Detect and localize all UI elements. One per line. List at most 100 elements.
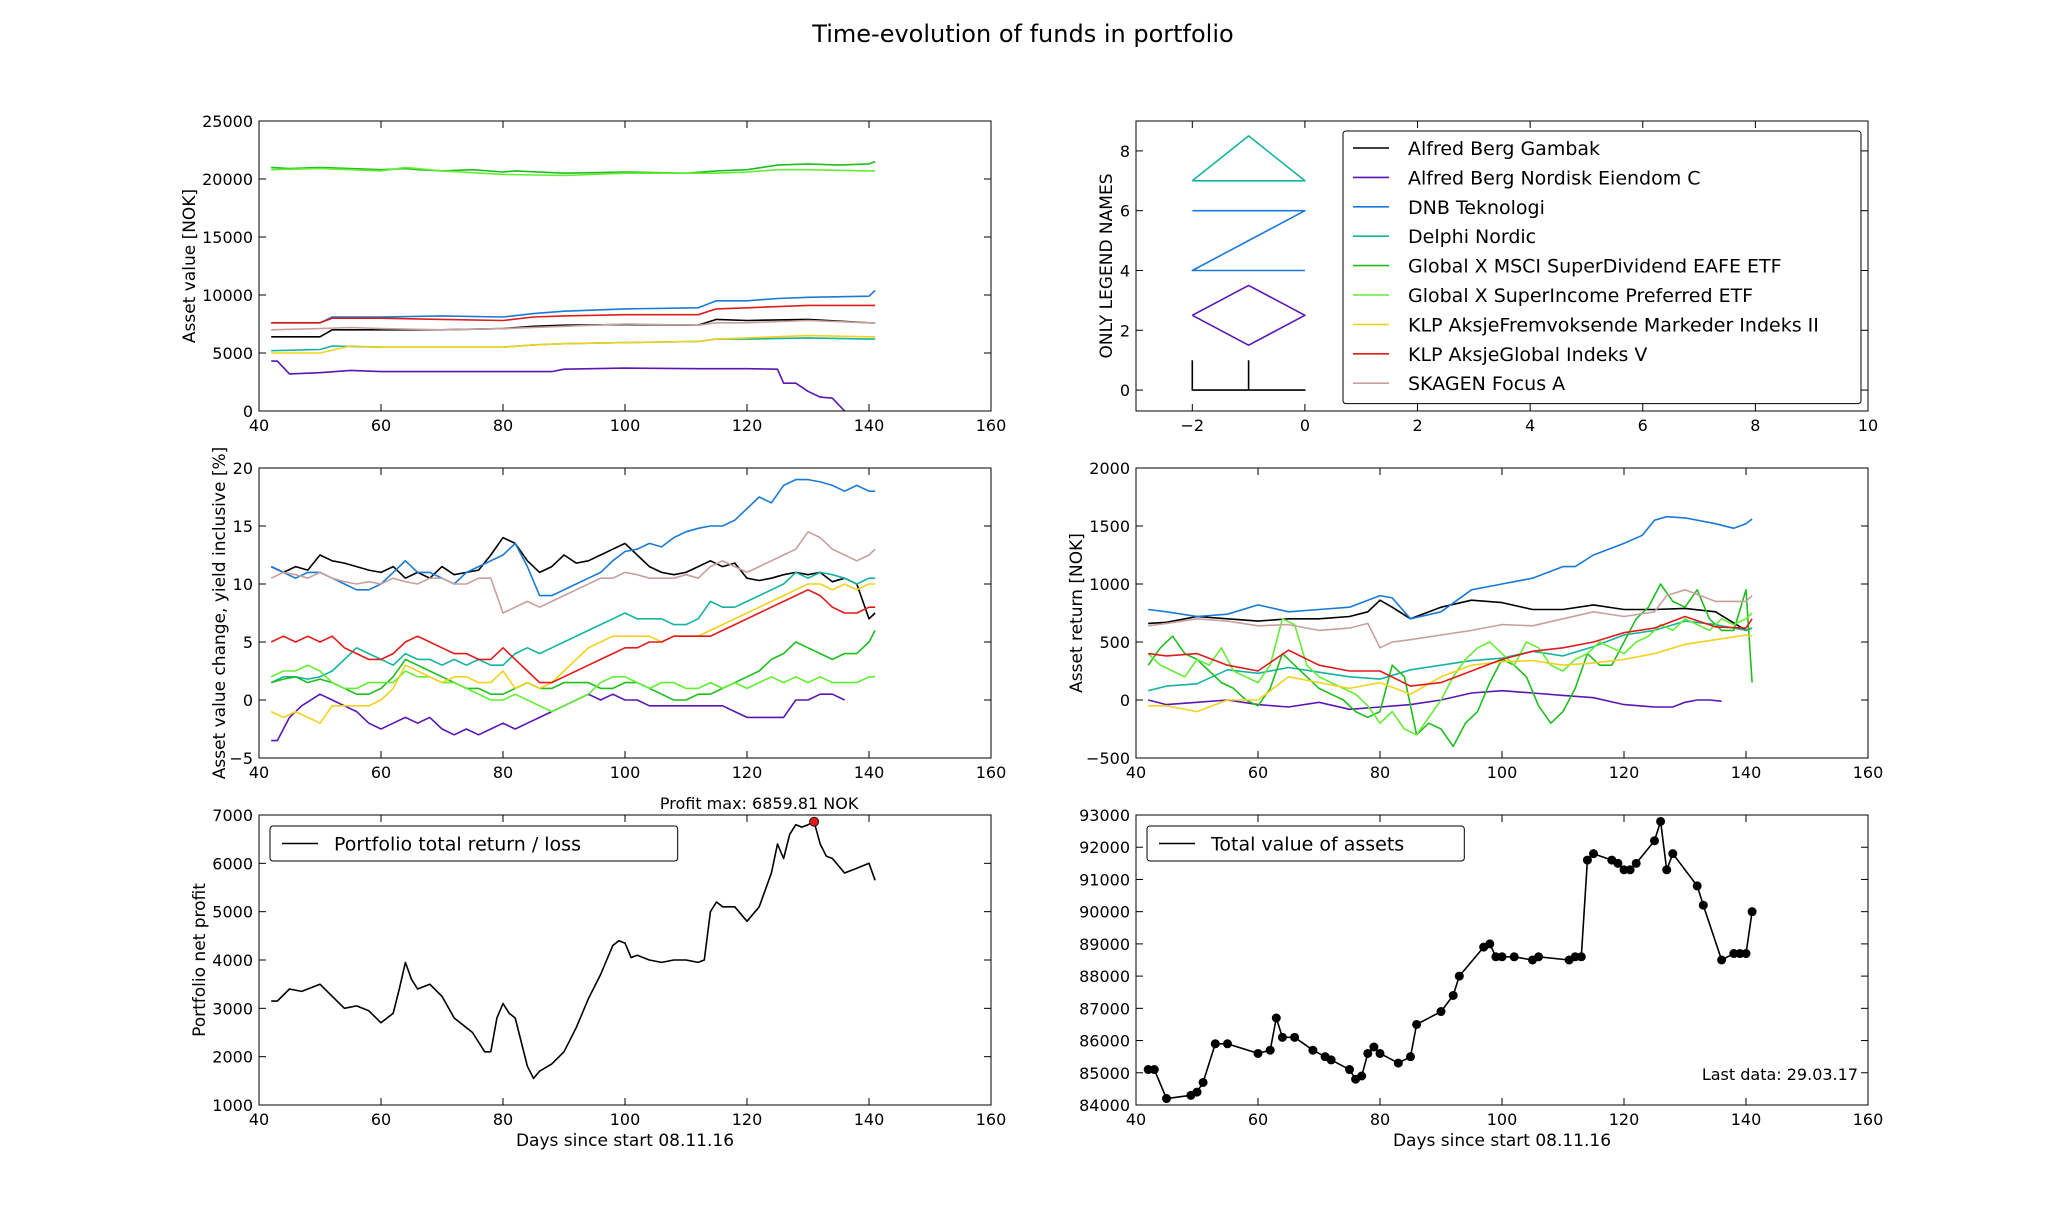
series-line-total-value-of-assets: [1148, 820, 1753, 1100]
y-tick-label: 0: [243, 402, 253, 421]
y-tick-label: 84000: [1079, 1096, 1130, 1115]
y-tick-label: 2000: [1089, 459, 1130, 478]
data-point: [1326, 1055, 1336, 1065]
legend-label-global-x-msci-superdividend-eafe-etf: Global X MSCI SuperDividend EAFE ETF: [1408, 256, 1782, 278]
series-group: [270, 478, 876, 742]
y-tick-label: 10000: [202, 286, 253, 305]
x-tick-label: 120: [732, 416, 763, 435]
data-point: [1210, 1039, 1220, 1049]
series-line-alfred-berg-gambak: [1148, 599, 1753, 632]
x-tick-label: 80: [493, 763, 513, 782]
series-line-dnb-teknologi: [271, 289, 876, 324]
legend: Total value of assets: [1146, 825, 1465, 862]
x-tick-label: 40: [249, 763, 269, 782]
y-tick-label: 2000: [212, 1048, 253, 1067]
panel-asset-value: 40 60 80 100 120 140 160 0 5000 10000 15000 20000 25…: [180, 112, 1006, 435]
x-tick-label: 100: [1487, 763, 1518, 782]
series-line-klp-aksjefremvoksende-markeder-indeks-ii: [271, 334, 876, 354]
series-line-dnb-teknologi: [270, 478, 876, 597]
series-line-global-x-superincome-preferred-etf: [270, 664, 876, 713]
y-tick-label: 1000: [1089, 575, 1130, 594]
subplots: 40 60 80 100 120 140 1600500010000150002000025…: [180, 112, 1883, 1151]
data-point: [1406, 1052, 1415, 1062]
x-tick-label: 140: [854, 416, 885, 435]
data-point: [1277, 1032, 1287, 1042]
y-tick-label: 5: [243, 633, 253, 652]
x-tick-label: 80: [493, 1110, 513, 1129]
y-tick-label: 5000: [212, 903, 253, 922]
series-line-alfred-berg-nordisk-eiendom-c: [271, 693, 845, 742]
y-tick-label: 1500: [1089, 517, 1130, 536]
series-group: [1147, 515, 1753, 748]
y-tick-label: 1000: [212, 1096, 253, 1115]
x-tick-label: 40: [249, 416, 269, 435]
data-point: [1625, 865, 1635, 875]
y-tick-label: 4: [1120, 261, 1130, 280]
series-line-global-x-msci-superdividend-eafe-etf: [270, 630, 876, 701]
y-tick-label: 15: [233, 517, 253, 536]
y-tick-label: 3000: [212, 999, 253, 1018]
x-tick-label: 120: [1609, 1110, 1640, 1129]
x-tick-label: 120: [732, 763, 763, 782]
y-tick-label: 25000: [202, 112, 253, 131]
x-tick-label: 60: [1248, 1110, 1268, 1129]
series-line-klp-aksjefremvoksende-markeder-indeks-ii: [1148, 634, 1753, 713]
x-tick-label: 2: [1412, 416, 1422, 435]
panel-portfolio-profit: 40 60 80 100 120 140 160 1000 2000 3000 4000 5000 60…: [190, 794, 1006, 1151]
data-point: [1650, 836, 1659, 846]
series-line-skagen-focus-a: [271, 319, 876, 331]
legend: Alfred Berg Gambak Alfred Berg Nordisk Ei…: [1342, 130, 1862, 405]
x-tick-label: 140: [1731, 1110, 1762, 1129]
x-tick-label: 60: [371, 1110, 391, 1129]
x-tick-label: 80: [493, 416, 513, 435]
y-axis-label: Asset value change, yield inclusive [%]: [210, 447, 230, 780]
y-tick-label: 85000: [1079, 1064, 1130, 1083]
data-point: [1198, 1077, 1208, 1087]
data-point: [1290, 1032, 1300, 1042]
data-point: [1345, 1065, 1354, 1075]
series-line-alfred-berg-nordisk-eiendom-c: [271, 360, 846, 411]
data-point: [1393, 1058, 1403, 1068]
data-point: [1369, 1042, 1379, 1052]
legend-box: [269, 825, 679, 862]
figure-title: Time-evolution of funds in portfolio: [811, 20, 1233, 48]
y-tick-label: 89000: [1079, 935, 1130, 954]
data-point: [1534, 952, 1544, 962]
y-axis-label: Asset return [NOK]: [1067, 533, 1087, 693]
series-line-delphi-nordic: [270, 571, 876, 684]
series-line-klp-aksjeglobal-indeks-v: [271, 304, 876, 324]
y-tick-label: 88000: [1079, 967, 1130, 986]
y-tick-label: −500: [1086, 749, 1130, 768]
series-group: [271, 820, 876, 1080]
data-point: [1192, 1087, 1202, 1097]
x-tick-label: −2: [1181, 416, 1205, 435]
x-tick-label: 0: [1300, 416, 1310, 435]
x-tick-label: 80: [1370, 1110, 1390, 1129]
y-axis-label: ONLY LEGEND NAMES: [1097, 174, 1117, 359]
series-group: [271, 160, 876, 411]
y-tick-label: 86000: [1079, 1032, 1130, 1051]
x-tick-label: 140: [854, 763, 885, 782]
y-tick-label: 6: [1120, 202, 1130, 221]
data-point: [1357, 1071, 1367, 1081]
series-group: [1191, 135, 1306, 391]
data-point: [1375, 1048, 1385, 1058]
x-tick-label: 60: [1248, 763, 1268, 782]
x-tick-label: 40: [249, 1110, 269, 1129]
series-line-portfolio-total-return-loss: [271, 820, 876, 1080]
data-point: [1436, 1007, 1446, 1017]
series-group: [1143, 816, 1757, 1104]
series-line-klp-aksjefremvoksende-markeder-indeks-ii: [270, 583, 876, 725]
data-point: [1656, 816, 1666, 826]
series-line-dnb-teknologi: [1148, 515, 1753, 620]
x-tick-label: 80: [1370, 763, 1390, 782]
y-tick-label: 20000: [202, 170, 253, 189]
x-tick-label: 10: [1858, 416, 1878, 435]
data-point: [1308, 1045, 1318, 1055]
data-point: [1363, 1048, 1373, 1058]
legend-box: [1146, 825, 1465, 862]
legend-label-skagen-focus-a: SKAGEN Focus A: [1408, 373, 1565, 395]
data-point: [1589, 849, 1598, 859]
